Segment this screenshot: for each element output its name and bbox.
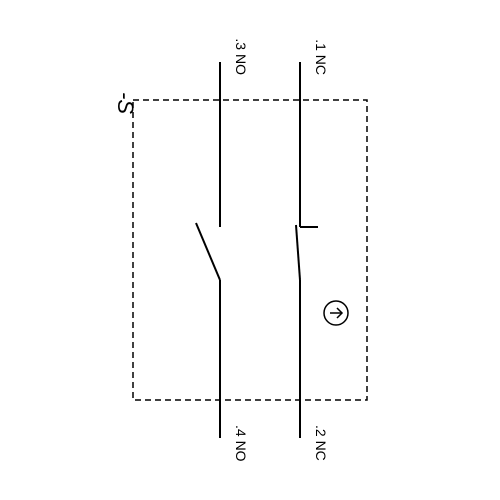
contact-0-label-bottom: .4 NO: [233, 425, 249, 462]
contact-1-arm: [296, 225, 300, 280]
contact-0-arm: [196, 223, 220, 280]
enclosure-box: [133, 100, 367, 400]
contact-1-label-bottom: .2 NC: [313, 425, 329, 461]
contact-1-label-top: .1 NC: [313, 39, 329, 75]
contact-0-label-top: .3 NO: [233, 38, 249, 75]
component-label: -S: [113, 92, 138, 114]
